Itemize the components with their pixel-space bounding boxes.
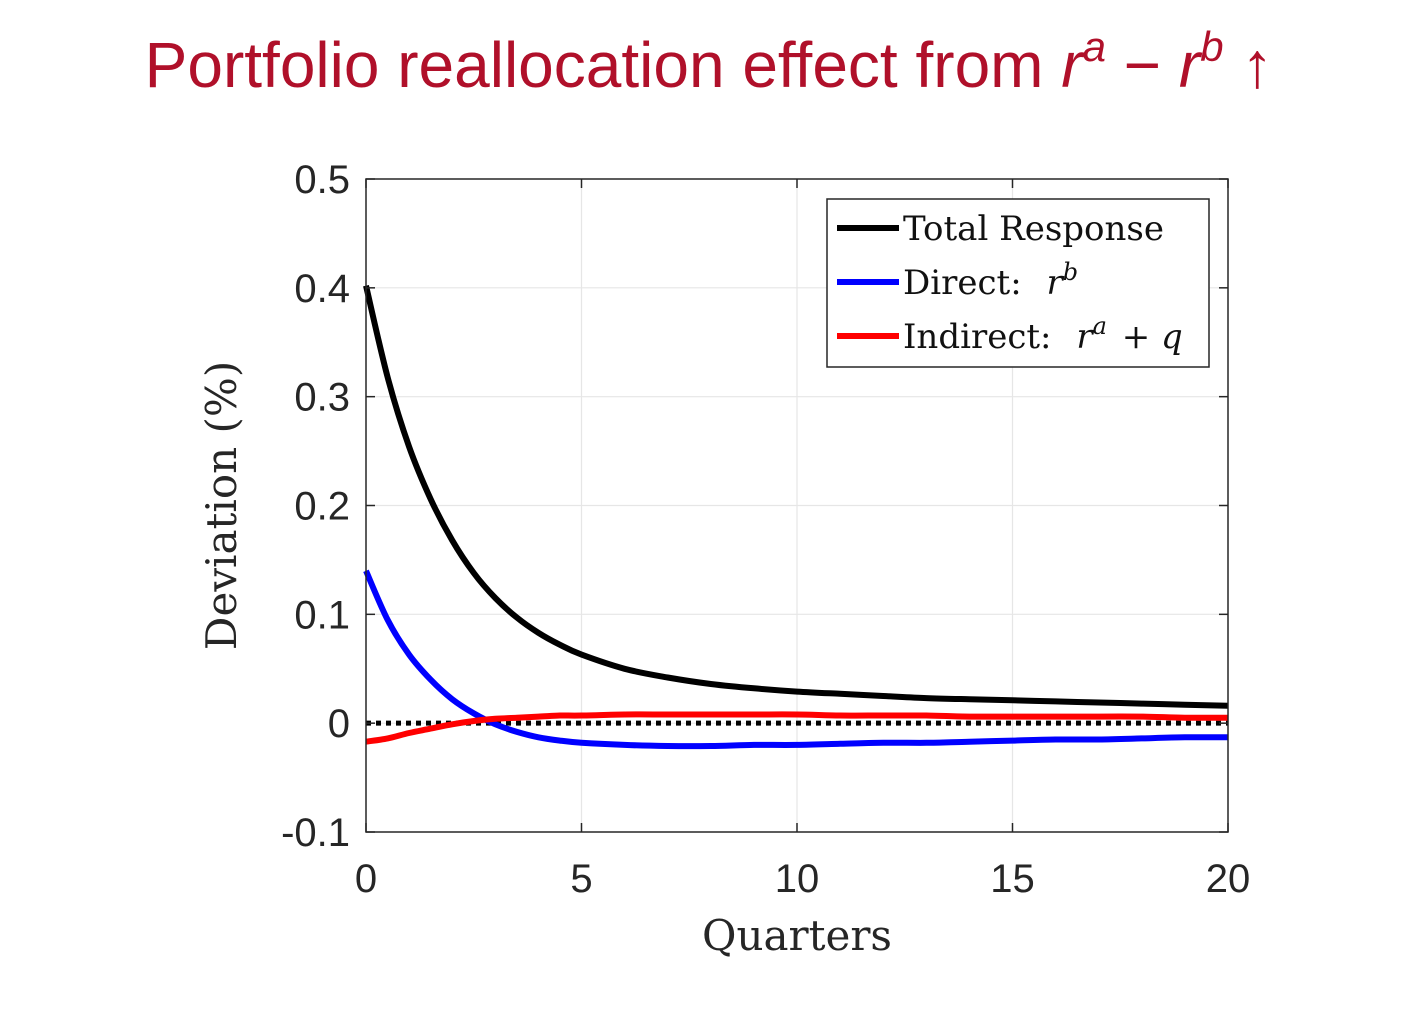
slide-title: Portfolio reallocation effect from ra − …	[0, 23, 1418, 102]
series-lines	[363, 285, 1229, 750]
x-tick-label-5: 5	[570, 857, 592, 901]
y-axis-label: Deviation (%)	[197, 361, 246, 650]
x-tick-label-10: 10	[775, 857, 820, 901]
y-tick-label-0-4: 0.4	[294, 267, 350, 311]
y-tick-label-0-3: 0.3	[294, 376, 350, 420]
x-tick-label-20: 20	[1206, 857, 1251, 901]
series-line-total-response	[363, 285, 1229, 709]
title-text: Portfolio reallocation effect from	[144, 29, 1062, 101]
axis-ticks: 0 5 10 15 20-0.100.10.20.30.40.5	[281, 158, 1250, 901]
title-up-arrow: ↑	[1223, 29, 1274, 101]
x-tick-label-0: 0	[355, 857, 377, 901]
y-tick-label-0-2: 0.2	[294, 485, 350, 529]
x-tick-label-15: 15	[990, 857, 1035, 901]
y-tick-label-0-0: 0	[328, 702, 350, 746]
y-tick-label-m0-1: -0.1	[281, 811, 350, 855]
y-tick-label-0-5: 0.5	[294, 158, 350, 202]
series-line-indirect	[365, 711, 1229, 745]
x-axis-label: Quarters	[702, 911, 892, 960]
title-r-a: ra	[1061, 23, 1106, 102]
title-r-b: rb	[1178, 23, 1224, 102]
title-minus: −	[1105, 29, 1179, 101]
y-tick-label-0-1: 0.1	[294, 593, 350, 637]
legend-label-direct: Direct: rb	[903, 258, 1078, 303]
legend: Total Response Direct: rb Indirect: ra + q	[826, 198, 1210, 368]
series-line-direct	[363, 569, 1229, 750]
legend-label-total-response: Total Response	[903, 209, 1164, 249]
legend-label-indirect: Indirect: ra + q	[903, 312, 1183, 357]
